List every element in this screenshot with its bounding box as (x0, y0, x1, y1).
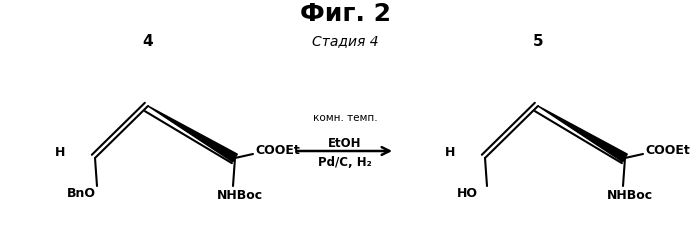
Polygon shape (538, 106, 627, 162)
Text: Стадия 4: Стадия 4 (312, 34, 378, 48)
Text: Фиг. 2: Фиг. 2 (300, 2, 391, 26)
Text: EtOH: EtOH (328, 137, 362, 150)
Text: BnO: BnO (67, 187, 96, 200)
Text: COOEt: COOEt (645, 143, 690, 156)
Text: NHBoc: NHBoc (607, 189, 653, 202)
Text: 5: 5 (533, 33, 543, 48)
Text: 4: 4 (143, 33, 153, 48)
Text: H: H (444, 145, 455, 158)
Text: NHBoc: NHBoc (217, 189, 263, 202)
Text: H: H (55, 145, 65, 158)
Text: HO: HO (457, 187, 478, 200)
Text: COOEt: COOEt (255, 143, 300, 156)
Text: комн. темп.: комн. темп. (313, 113, 377, 123)
Text: Pd/C, H₂: Pd/C, H₂ (318, 156, 372, 169)
Polygon shape (148, 106, 237, 162)
